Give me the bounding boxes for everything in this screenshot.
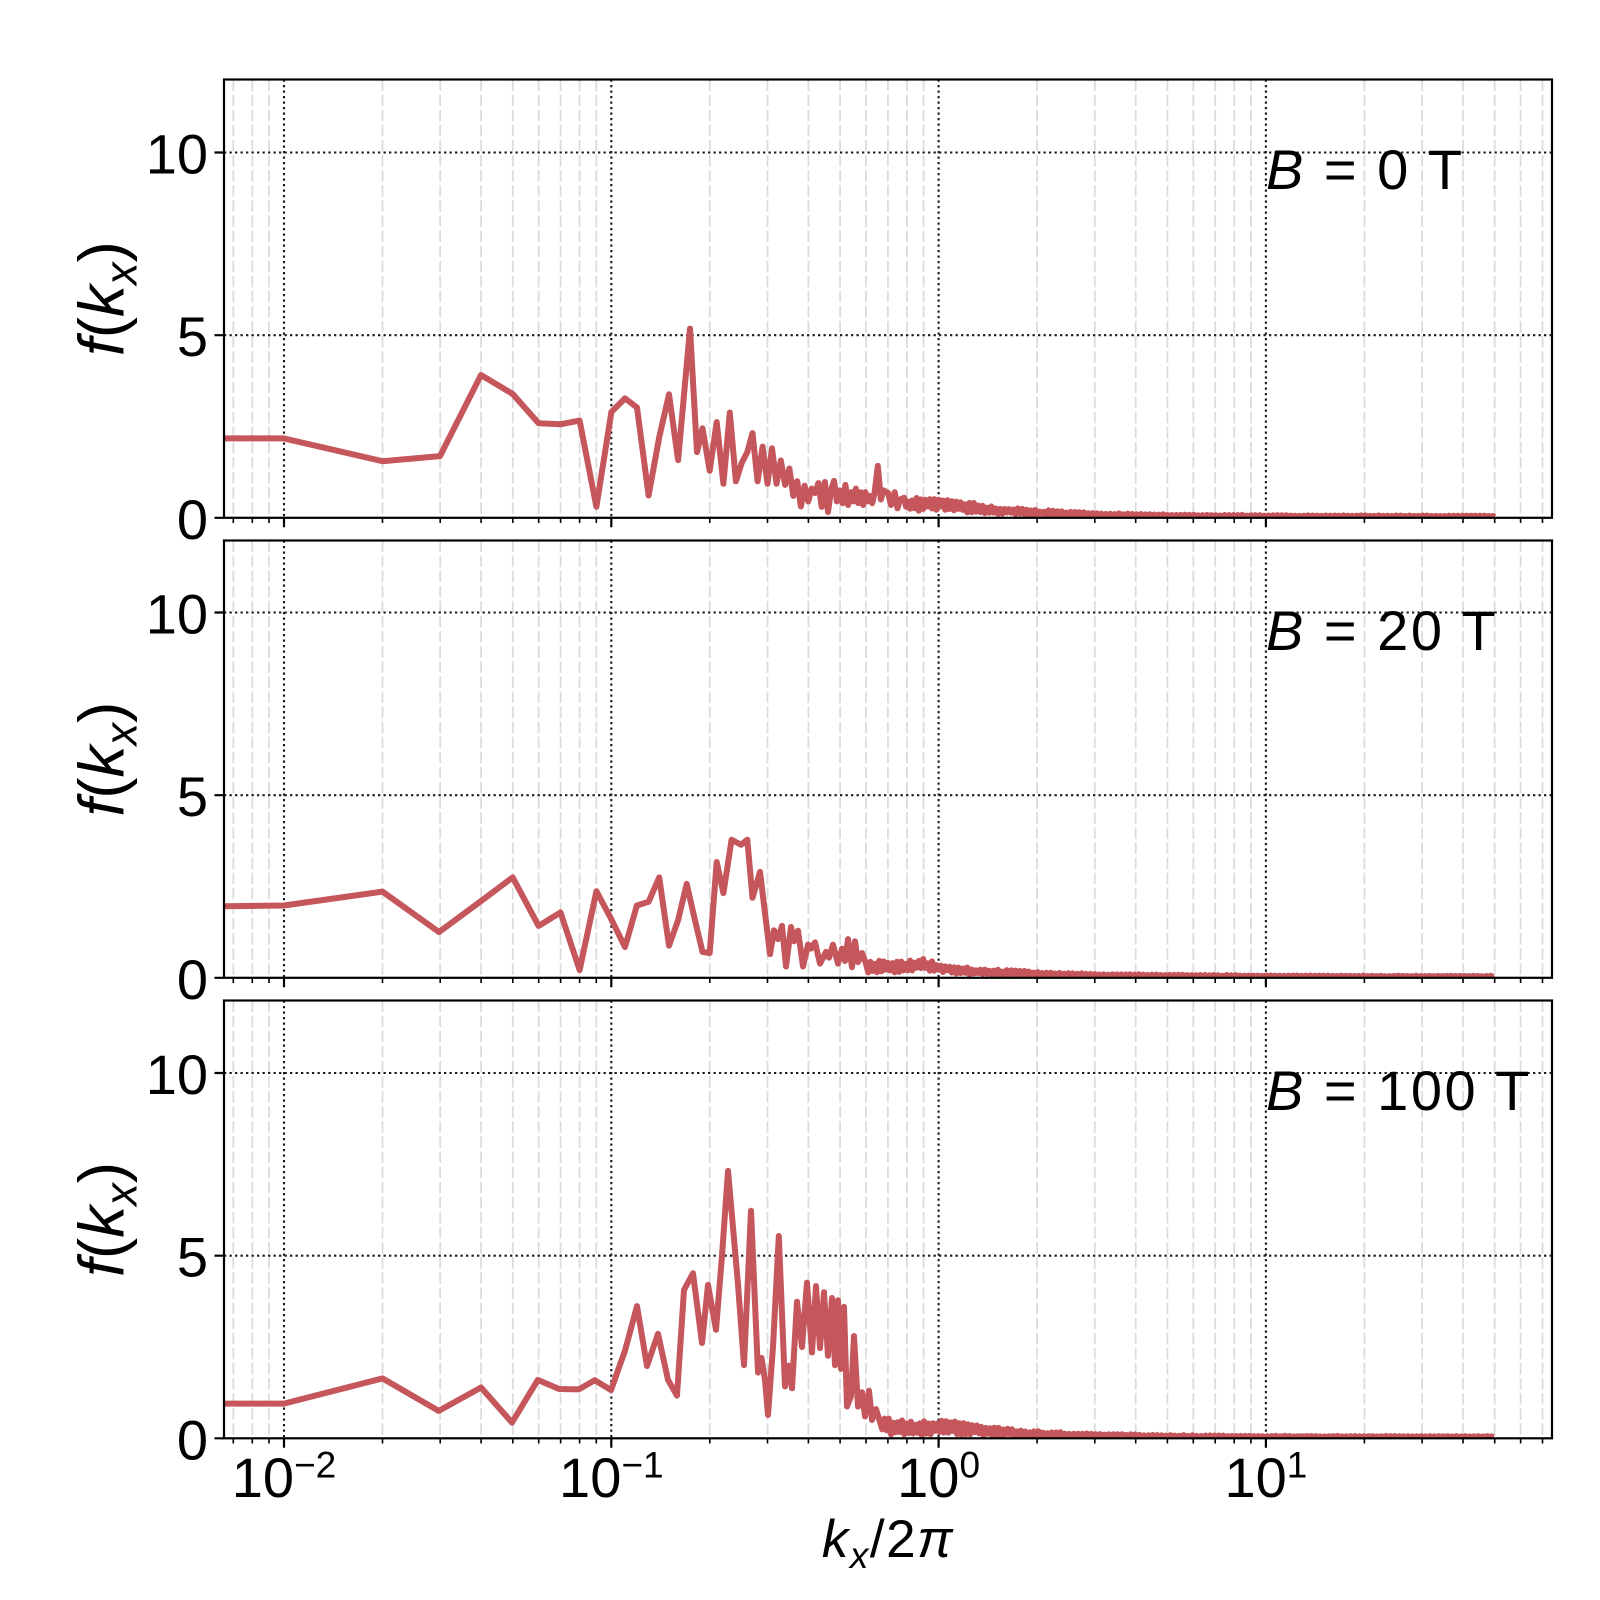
svg-text:f(kx): f(kx) [66, 241, 147, 356]
svg-text:5: 5 [177, 305, 208, 368]
svg-text:B = 100 T: B = 100 T [1266, 1059, 1532, 1122]
svg-text:f(kx): f(kx) [66, 1162, 147, 1277]
svg-text:10−2: 10−2 [232, 1445, 336, 1510]
svg-text:B = 20 T: B = 20 T [1266, 599, 1498, 662]
svg-text:10: 10 [146, 1043, 208, 1106]
svg-text:5: 5 [177, 765, 208, 828]
svg-text:0: 0 [177, 948, 208, 1011]
svg-text:5: 5 [177, 1226, 208, 1289]
svg-text:10: 10 [146, 583, 208, 646]
svg-text:0: 0 [177, 488, 208, 551]
svg-text:f(kx): f(kx) [66, 702, 147, 817]
svg-text:0: 0 [177, 1408, 208, 1471]
svg-text:10: 10 [146, 123, 208, 186]
svg-text:kx/2π: kx/2π [822, 1510, 954, 1576]
svg-text:B = 0 T: B = 0 T [1266, 138, 1465, 201]
